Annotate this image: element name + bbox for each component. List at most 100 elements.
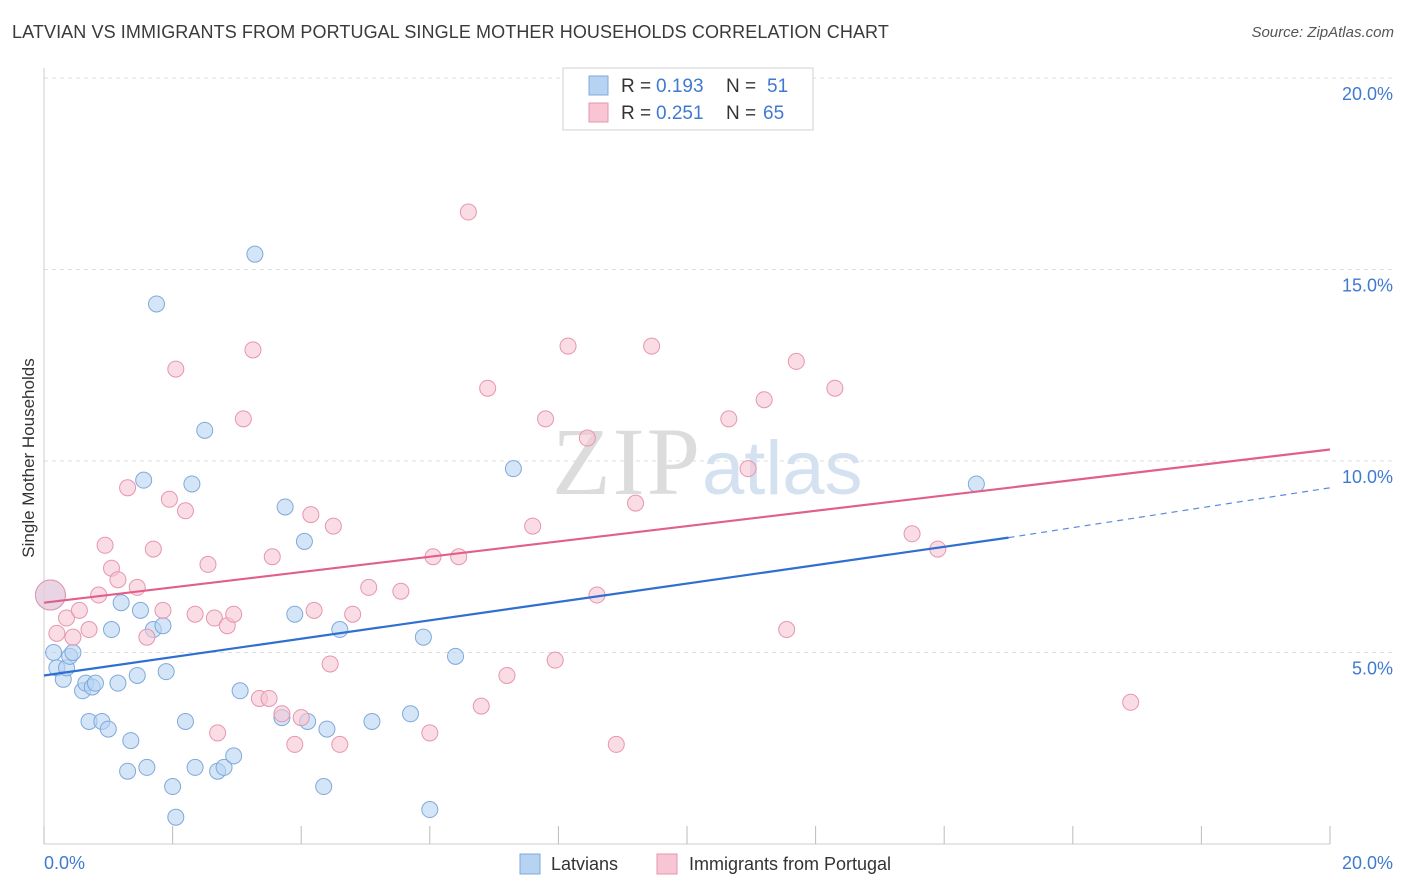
chart-title: LATVIAN VS IMMIGRANTS FROM PORTUGAL SING… — [12, 22, 889, 42]
portugal-point — [627, 494, 645, 512]
portugal-point — [607, 735, 625, 753]
portugal-point — [643, 337, 661, 355]
portugal-point — [292, 709, 310, 727]
portugal-point — [209, 724, 227, 742]
portugal-point — [58, 609, 76, 627]
latvians-point — [119, 762, 137, 780]
latvians-point — [967, 475, 985, 493]
portugal-point — [199, 555, 217, 573]
portugal-point — [578, 429, 596, 447]
portugal-point — [479, 379, 497, 397]
latvians-point — [225, 747, 243, 765]
portugal-point — [1122, 693, 1140, 711]
latvians-point — [246, 245, 264, 263]
portugal-point — [720, 410, 738, 428]
legend-pink-n-label: N = — [726, 103, 756, 124]
legend-latvians-label: Latvians — [551, 854, 618, 874]
portugal-point — [450, 548, 468, 566]
latvians-point — [167, 808, 185, 826]
latvians-point — [504, 460, 522, 478]
latvians-point — [402, 705, 420, 723]
portugal-point — [48, 624, 66, 642]
legend-series: Latvians Immigrants from Portugal — [519, 853, 891, 875]
portugal-point — [421, 724, 439, 742]
latvians-point — [154, 617, 172, 635]
portugal-point — [559, 337, 577, 355]
portugal-point — [34, 579, 66, 611]
portugal-point — [234, 410, 252, 428]
portugal-trend-line — [43, 448, 1331, 604]
latvians-point — [64, 644, 82, 661]
latvians-point — [99, 720, 117, 738]
portugal-point — [787, 352, 805, 370]
latvians-trend-extension — [1008, 487, 1331, 539]
latvians-point — [164, 778, 182, 796]
portugal-point — [739, 460, 757, 478]
y-tick-label: 5.0% — [1352, 659, 1393, 679]
portugal-point — [546, 651, 564, 669]
portugal-point — [498, 666, 516, 684]
latvians-points — [34, 245, 985, 826]
legend-pink-r-label: R = — [621, 103, 651, 124]
axes — [43, 68, 1331, 845]
legend-pink-n-value: 65 — [763, 103, 784, 124]
latvians-trend-line — [43, 536, 1009, 677]
portugal-point — [331, 735, 349, 753]
portugal-point — [144, 540, 162, 558]
latvians-point — [183, 475, 201, 493]
portugal-point — [778, 621, 796, 639]
legend-pink-r-value: 0.251 — [656, 103, 704, 124]
x-tick-label: 20.0% — [1342, 853, 1393, 873]
latvians-point — [86, 674, 104, 692]
latvians-point — [103, 621, 121, 639]
portugal-point — [154, 601, 172, 619]
portugal-point — [305, 601, 323, 619]
latvians-point — [176, 712, 194, 730]
legend-stats: R = 0.193 N = 51 R = 0.251 N = 65 — [562, 67, 814, 131]
portugal-point — [903, 525, 921, 543]
portugal-point — [344, 605, 362, 623]
portugal-point — [160, 490, 178, 508]
legend-blue-swatch — [588, 75, 609, 96]
portugal-point — [472, 697, 490, 715]
portugal-point — [64, 628, 82, 646]
portugal-point — [96, 536, 114, 554]
portugal-point — [109, 571, 127, 589]
latvians-point — [157, 663, 175, 681]
y-tick-label: 20.0% — [1342, 84, 1393, 104]
latvians-point — [447, 647, 465, 665]
portugal-point — [826, 379, 844, 397]
portugal-point — [755, 391, 773, 409]
portugal-point — [167, 360, 185, 378]
latvians-point — [363, 712, 381, 730]
latvians-point — [135, 471, 153, 489]
latvians-point — [286, 605, 304, 623]
portugal-point — [205, 609, 223, 627]
latvians-point — [318, 720, 336, 738]
portugal-point — [321, 655, 339, 673]
portugal-point — [119, 479, 137, 497]
portugal-point — [360, 578, 378, 596]
y-tick-label: 15.0% — [1342, 276, 1393, 296]
trend-lines — [43, 448, 1331, 677]
legend-portugal-swatch — [656, 853, 678, 875]
latvians-point — [186, 758, 204, 776]
latvians-point — [109, 674, 127, 692]
latvians-point — [128, 666, 146, 684]
legend-blue-n-label: N = — [726, 76, 756, 97]
portugal-point — [80, 621, 98, 639]
portugal-point — [260, 689, 278, 707]
legend-pink-swatch — [588, 102, 609, 123]
y-axis-label: Single Mother Households — [19, 358, 38, 557]
latvians-point — [196, 421, 214, 439]
latvians-point — [414, 628, 432, 646]
portugal-points — [34, 203, 1140, 753]
legend-blue-n-value: 51 — [767, 76, 788, 97]
legend-blue-r-label: R = — [621, 76, 651, 97]
source-label: Source: ZipAtlas.com — [1251, 24, 1394, 41]
portugal-point — [524, 517, 542, 535]
portugal-point — [225, 605, 243, 623]
portugal-point — [273, 705, 291, 723]
tick-labels: 5.0% 10.0% 15.0% 20.0% 0.0% 20.0% — [44, 84, 1393, 873]
